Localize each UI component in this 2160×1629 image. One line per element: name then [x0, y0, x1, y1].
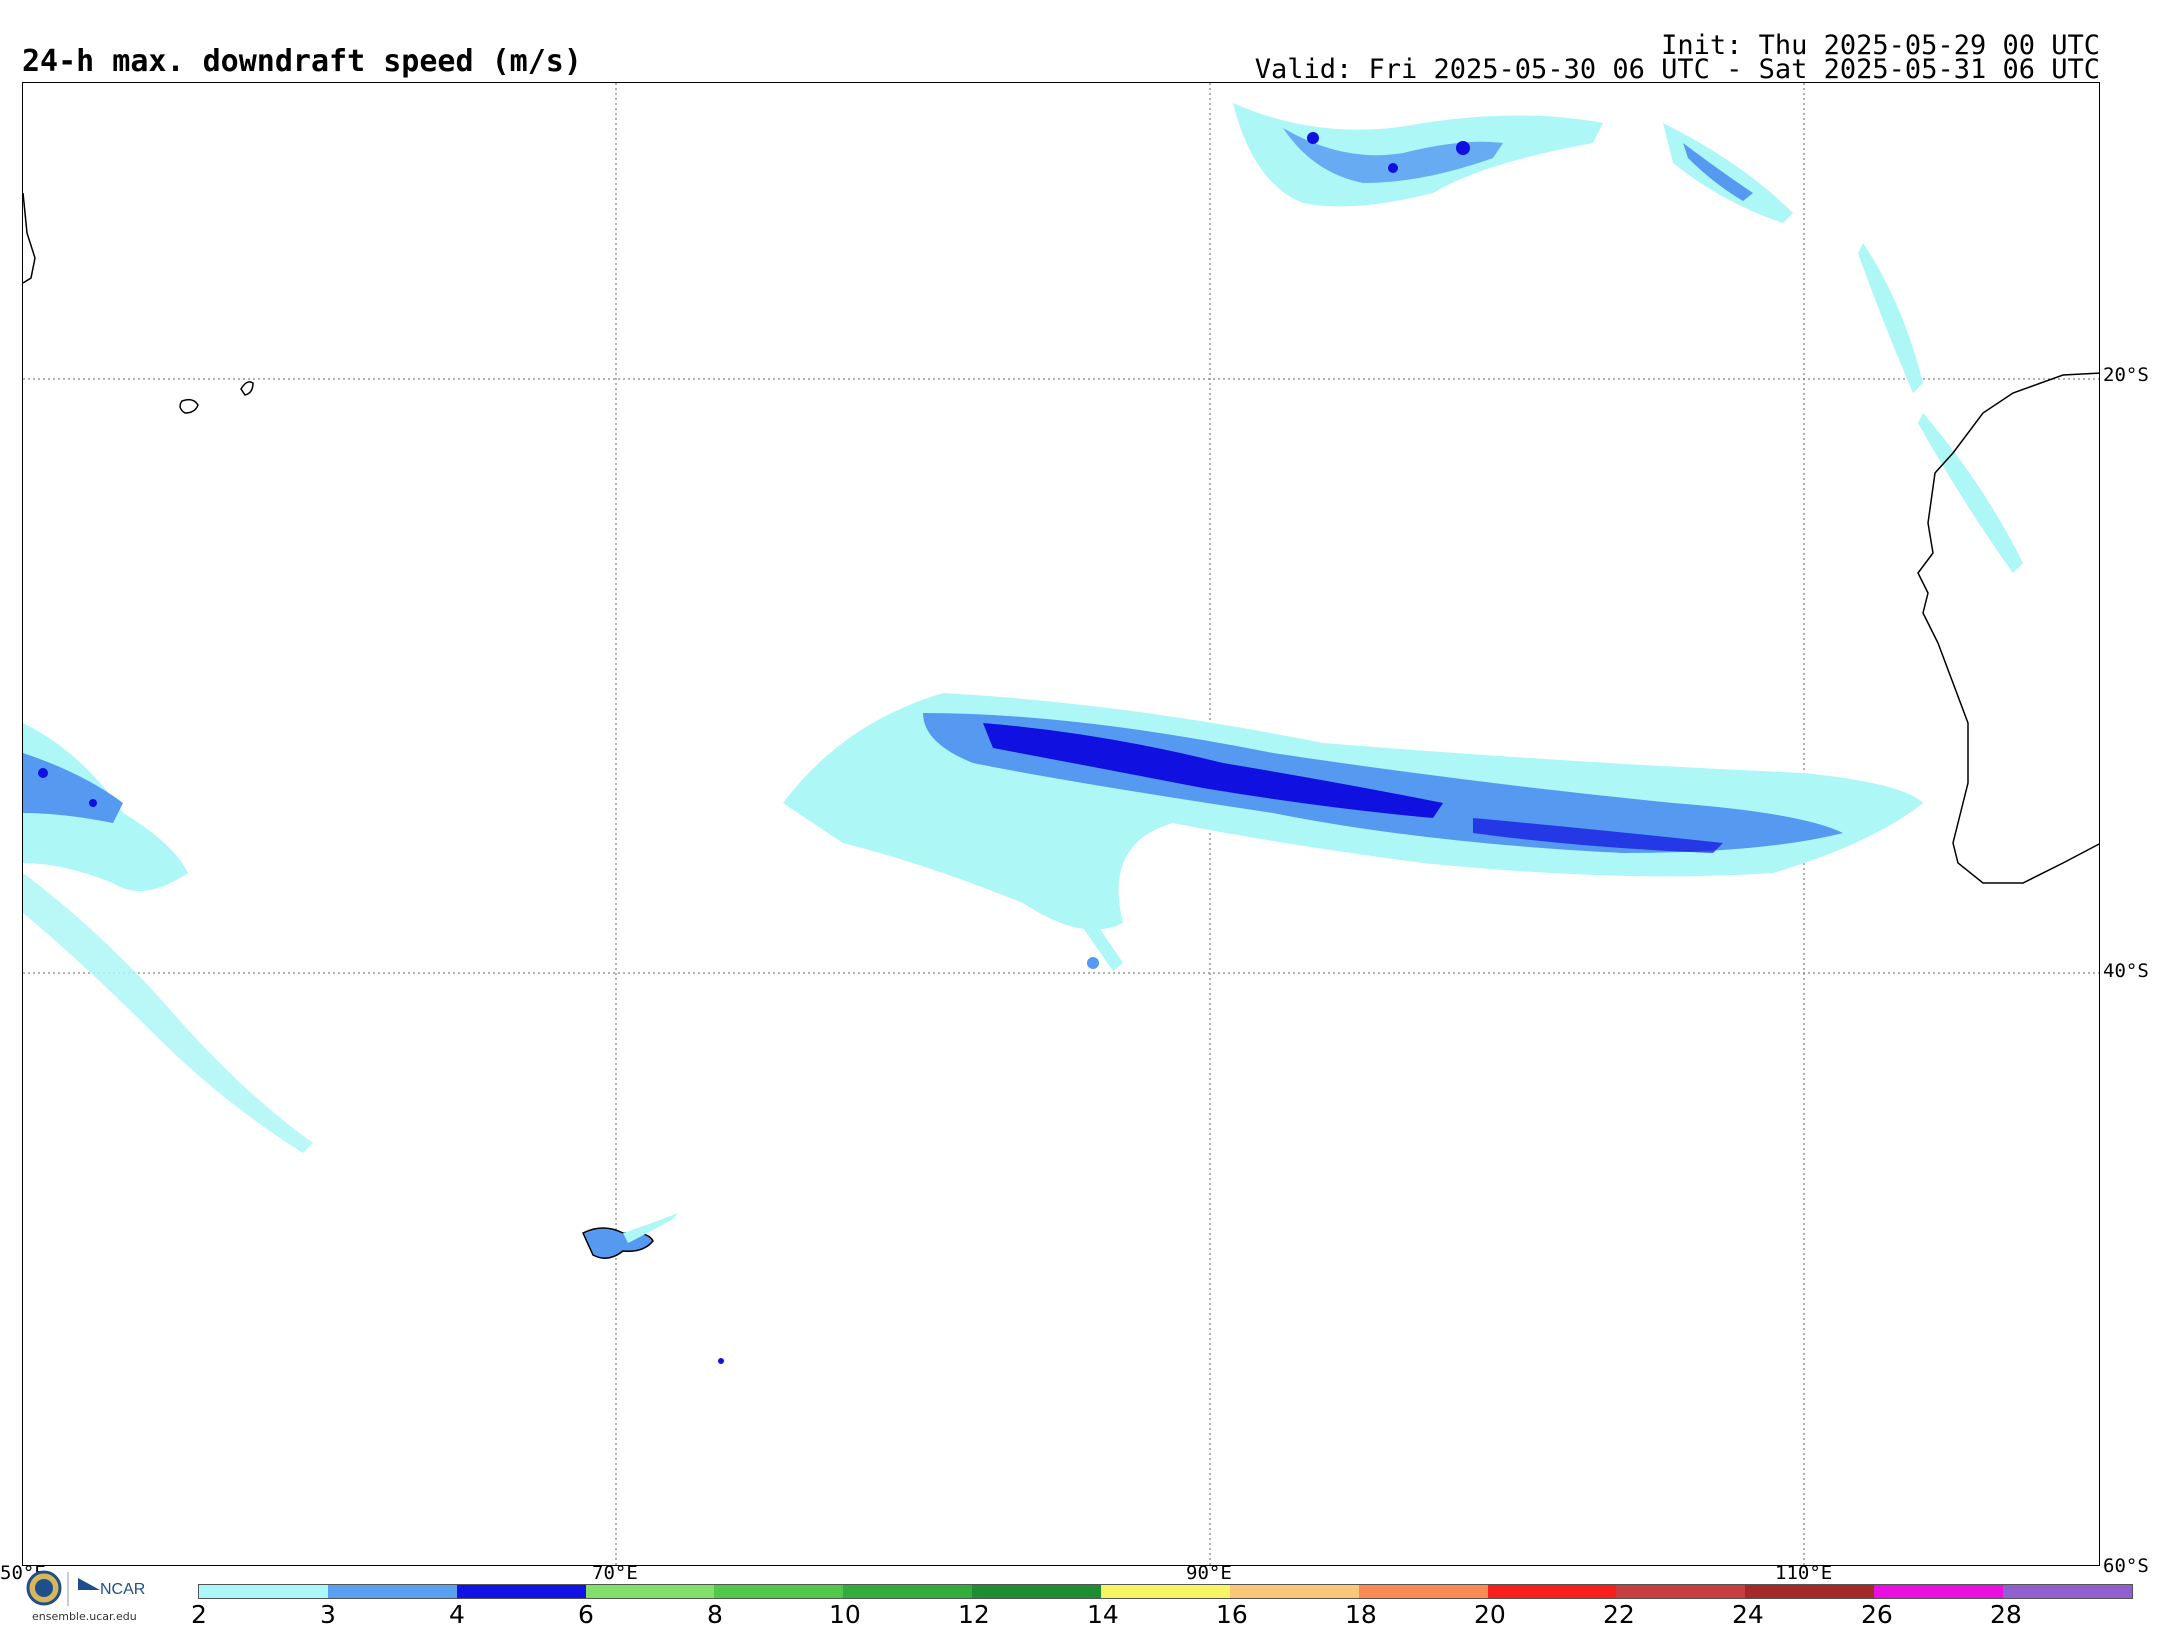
- lat-label-40s: 40°S: [2103, 960, 2149, 982]
- ncar-logo: NCAR: [22, 1570, 162, 1626]
- downdraft-field-west: [23, 723, 313, 1153]
- colorbar-segment: [1874, 1585, 2004, 1598]
- colorbar-segment: [585, 1585, 715, 1598]
- colorbar-segment: [972, 1585, 1102, 1598]
- colorbar-label: 12: [958, 1600, 990, 1629]
- colorbar-label: 14: [1087, 1600, 1119, 1629]
- map-title: 24-h max. downdraft speed (m/s): [22, 44, 582, 79]
- kerguelen-islands: [582, 1213, 724, 1364]
- colorbar: [198, 1584, 2133, 1599]
- colorbar-segment: [456, 1585, 586, 1598]
- downdraft-field-north: [1233, 103, 2023, 573]
- lon-label-90e: 90°E: [1186, 1562, 1232, 1584]
- colorbar-segment: [1358, 1585, 1488, 1598]
- colorbar-segment: [1616, 1585, 1746, 1598]
- colorbar-label: 22: [1603, 1600, 1635, 1629]
- colorbar-label: 10: [829, 1600, 861, 1629]
- lat-label-20s: 20°S: [2103, 364, 2149, 386]
- madagascar-coast: [23, 192, 36, 284]
- downdraft-field-main-band: [783, 693, 1923, 971]
- colorbar-label: 20: [1474, 1600, 1506, 1629]
- colorbar-segment: [327, 1585, 457, 1598]
- colorbar-label: 2: [191, 1600, 207, 1629]
- lat-label-60s: 60°S: [2103, 1555, 2149, 1577]
- mascarene-islands: [179, 381, 254, 414]
- colorbar-segment: [1229, 1585, 1359, 1598]
- colorbar-segment: [843, 1585, 973, 1598]
- colorbar-label: 28: [1990, 1600, 2022, 1629]
- colorbar-segment: [2003, 1585, 2132, 1598]
- colorbar-label: 26: [1861, 1600, 1893, 1629]
- australia-coastline: [1917, 372, 2099, 884]
- colorbar-segment: [1487, 1585, 1617, 1598]
- valid-time: Valid: Fri 2025-05-30 06 UTC - Sat 2025-…: [1254, 54, 2100, 85]
- ncar-mark-icon: [78, 1578, 100, 1590]
- colorbar-label: 4: [449, 1600, 465, 1629]
- logo-url: ensemble.ucar.edu: [32, 1610, 137, 1623]
- lon-label-70e: 70°E: [592, 1562, 638, 1584]
- colorbar-label: 18: [1345, 1600, 1377, 1629]
- map-canvas: [23, 83, 2099, 1565]
- init-time: Init: Thu 2025-05-29 00 UTC: [1661, 30, 2100, 61]
- colorbar-segment: [1101, 1585, 1230, 1598]
- colorbar-label: 3: [320, 1600, 336, 1629]
- colorbar-segment: [199, 1585, 328, 1598]
- colorbar-segment: [1745, 1585, 1875, 1598]
- colorbar-segment: [714, 1585, 844, 1598]
- colorbar-label: 24: [1732, 1600, 1764, 1629]
- lon-label-110e: 110°E: [1775, 1562, 1833, 1584]
- logo-org-text: NCAR: [100, 1581, 145, 1598]
- map-panel[interactable]: [22, 82, 2100, 1566]
- colorbar-label: 8: [707, 1600, 723, 1629]
- colorbar-label: 6: [578, 1600, 594, 1629]
- colorbar-label: 16: [1216, 1600, 1248, 1629]
